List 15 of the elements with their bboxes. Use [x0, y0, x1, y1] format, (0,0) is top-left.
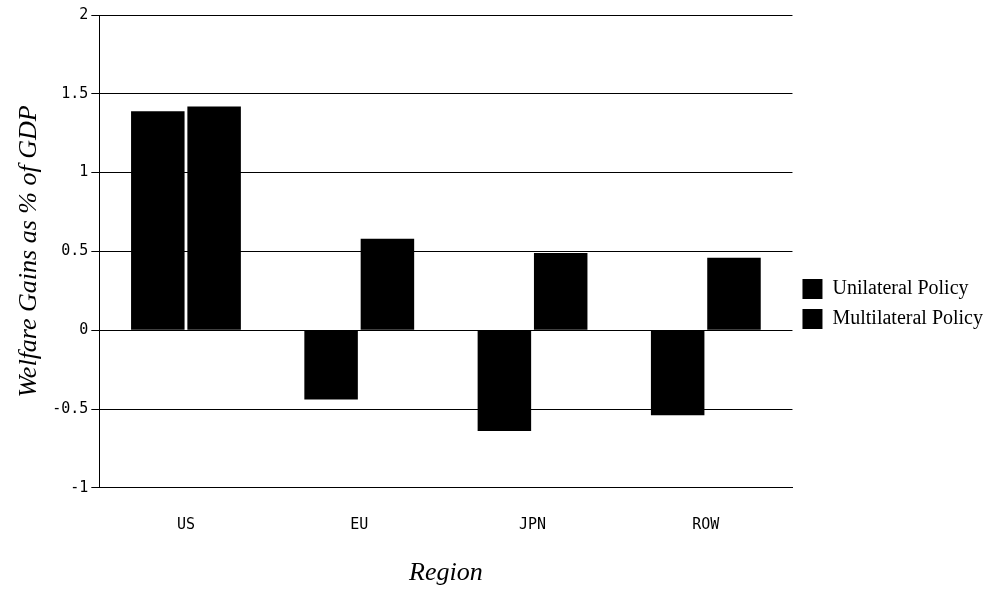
y-tick-label: 1: [79, 162, 89, 181]
x-tick-label: EU: [350, 514, 369, 533]
legend-label: Unilateral Policy: [832, 276, 969, 300]
x-tick-label: JPN: [518, 514, 547, 533]
x-tick-label: US: [176, 514, 195, 533]
y-tick-label: -0.5: [52, 398, 89, 417]
y-tick-label: 2: [79, 4, 89, 23]
x-tick-label: ROW: [692, 514, 721, 533]
x-axis-title: Region: [408, 557, 483, 587]
y-tick-label: 0: [79, 320, 89, 339]
legend-label: Multilateral Policy: [832, 306, 983, 330]
y-tick-label: 0.5: [61, 241, 89, 260]
y-tick-label: 1.5: [61, 83, 89, 102]
y-axis-title: Welfare Gains as % of GDP: [13, 105, 43, 398]
y-tick-label: -1: [70, 477, 89, 496]
